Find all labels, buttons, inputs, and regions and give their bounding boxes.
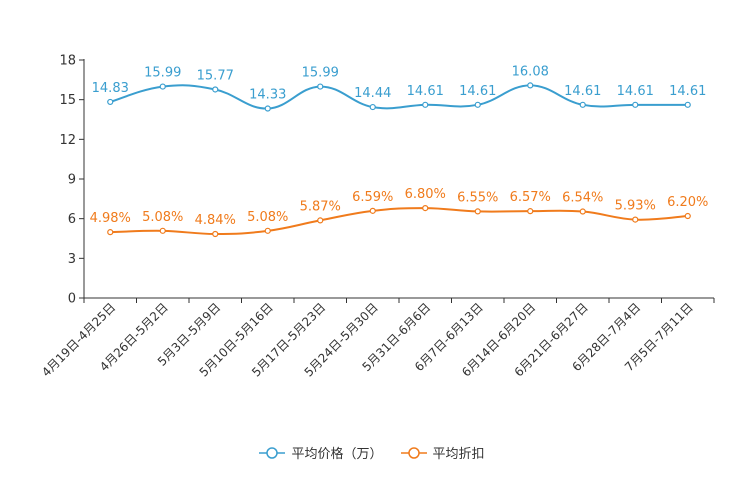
legend-item-discount[interactable]: 平均折扣 — [400, 443, 485, 462]
data-label: 14.61 — [459, 84, 496, 99]
data-point[interactable] — [474, 208, 481, 215]
data-point[interactable] — [317, 83, 324, 90]
data-point[interactable] — [264, 105, 271, 112]
series-price: 14.83 15.99 15.77 14.33 15.99 14.44 14.61 14.61… — [92, 64, 706, 112]
legend-price-label: 平均价格（万） — [291, 447, 383, 462]
data-point[interactable] — [474, 101, 481, 108]
y-tick-label: 3 — [68, 252, 76, 267]
series-line — [109, 84, 688, 110]
y-tick-label: 12 — [59, 133, 76, 148]
data-label: 14.44 — [354, 86, 391, 101]
data-label: 6.55% — [457, 190, 498, 205]
data-point[interactable] — [107, 98, 114, 106]
y-tick-label: 15 — [59, 93, 76, 108]
y-tick-label: 0 — [68, 292, 76, 307]
y-tick-label: 18 — [59, 54, 76, 69]
data-point[interactable] — [579, 101, 586, 108]
data-point[interactable] — [632, 216, 639, 223]
data-point[interactable] — [264, 227, 271, 234]
data-label: 15.99 — [302, 66, 339, 81]
data-point[interactable] — [159, 83, 166, 90]
legend-price-marker-icon — [259, 446, 286, 459]
data-label: 4.98% — [90, 211, 131, 226]
data-point[interactable] — [107, 229, 114, 236]
data-label: 4.84% — [195, 213, 236, 228]
data-point[interactable] — [579, 208, 586, 215]
data-label: 6.57% — [510, 190, 551, 205]
data-label: 14.61 — [617, 84, 654, 99]
series-layer: 14.83 15.99 15.77 14.33 15.99 14.44 14.61 14.61… — [90, 64, 708, 238]
data-point[interactable] — [422, 204, 429, 212]
data-point[interactable] — [212, 86, 219, 93]
data-point[interactable] — [159, 227, 166, 234]
legend: 平均价格（万） 平均折扣 — [0, 443, 744, 462]
data-label: 14.33 — [249, 88, 286, 103]
y-tick-label: 6 — [68, 212, 76, 227]
data-label: 5.87% — [300, 199, 341, 214]
data-label: 14.83 — [92, 81, 129, 96]
data-label: 16.08 — [512, 64, 549, 79]
data-label: 6.54% — [562, 191, 603, 206]
data-label: 14.61 — [669, 84, 706, 99]
data-label: 6.80% — [405, 187, 446, 202]
data-label: 5.08% — [247, 210, 288, 225]
legend-discount-label: 平均折扣 — [432, 447, 485, 462]
data-label: 5.93% — [615, 199, 656, 214]
data-point[interactable] — [527, 82, 534, 89]
data-label: 5.08% — [142, 210, 183, 225]
data-point[interactable] — [632, 101, 639, 108]
data-point[interactable] — [317, 217, 324, 224]
data-label: 14.61 — [407, 84, 444, 99]
data-point[interactable] — [212, 230, 219, 238]
data-point[interactable] — [527, 208, 534, 215]
data-point[interactable] — [684, 101, 691, 108]
data-label: 15.99 — [144, 66, 181, 81]
data-label: 15.77 — [197, 68, 234, 83]
data-point[interactable] — [369, 103, 376, 111]
data-label: 6.59% — [352, 190, 393, 205]
series-discount: 4.98% 5.08% 4.84% 5.08% 5.87% 6.59% 6.80% 6.55%… — [90, 187, 708, 238]
y-tick-label: 9 — [68, 173, 76, 188]
data-point[interactable] — [369, 207, 376, 214]
y-axis: 0 3 6 9 12 15 18 — [59, 54, 85, 307]
x-axis: 4月19日-4月25日4月26日-5月2日5月3日-5月9日5月10日-5月16… — [39, 297, 715, 380]
data-label: 6.20% — [667, 195, 708, 210]
series-line — [110, 207, 688, 236]
legend-discount-marker-icon — [400, 446, 427, 459]
data-label: 14.61 — [564, 84, 601, 99]
data-point[interactable] — [684, 212, 691, 220]
data-point[interactable] — [422, 101, 429, 108]
legend-item-price[interactable]: 平均价格（万） — [259, 443, 383, 462]
